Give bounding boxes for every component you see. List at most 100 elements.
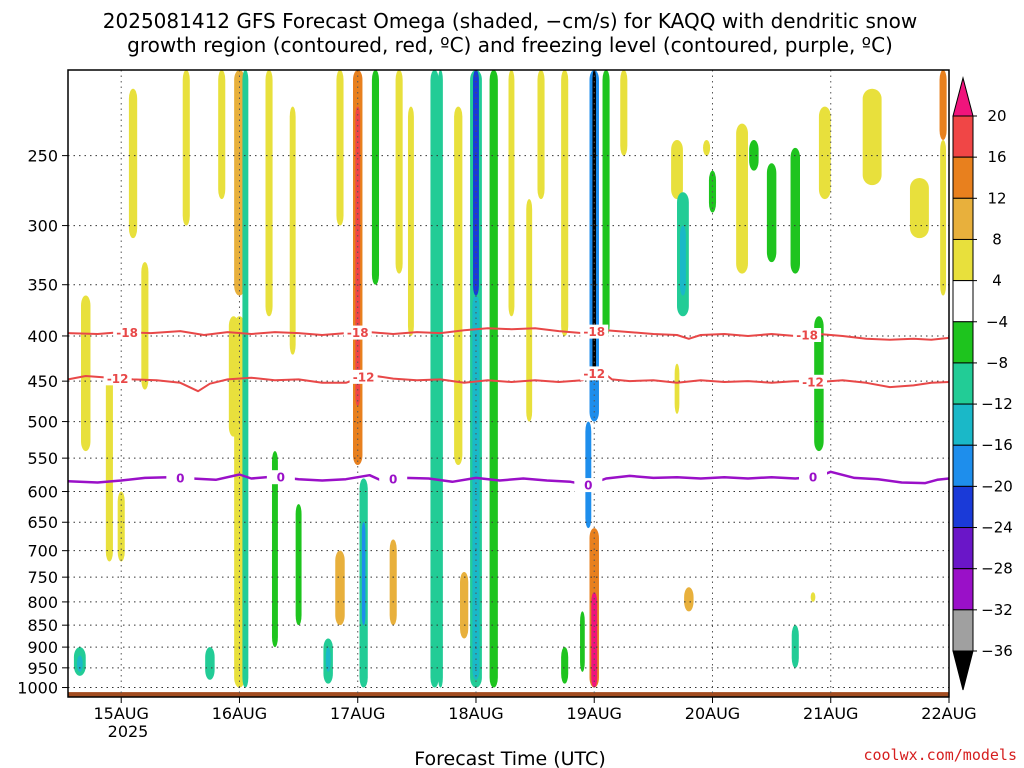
contour-label-dgz1-3: -12 [802, 375, 824, 389]
y-tick-label-400: 400 [27, 327, 58, 346]
x-tick-label-22AUG: 22AUG [921, 704, 976, 723]
omega-cell-21 [389, 539, 397, 626]
contour-label-freezing-3: 0 [584, 479, 592, 493]
colorbar-box-1 [952, 156, 974, 199]
omega-cell-50 [703, 139, 711, 156]
colorbar-label-2: 12 [987, 189, 1006, 207]
omega-cell-3 [141, 262, 149, 390]
y-tick-label-250: 250 [27, 147, 58, 166]
omega-cell-29 [473, 70, 479, 296]
x-axis: 15AUG 16AUG 17AUG 18AUG 19AUG 20AUG 21AUG 22AUG [94, 697, 977, 723]
omega-cell-51 [736, 123, 748, 274]
chart-title-line2: growth region (contoured, red, ºC) and f… [127, 33, 893, 57]
contour-label-bg-freezing-1 [266, 470, 295, 485]
omega-cell-23 [407, 106, 414, 336]
x-tick-label-18AUG: 18AUG [448, 704, 503, 723]
colorbar-label-5: −4 [986, 313, 1008, 331]
omega-cell-58 [818, 106, 831, 200]
x-axis-label: Forecast Time (UTC) [414, 748, 605, 768]
colorbar-box-9 [952, 485, 974, 529]
ground-band [68, 692, 949, 697]
omega-cell-5 [218, 70, 226, 200]
omega-cell-43 [602, 70, 610, 336]
colorbar-box-8 [952, 444, 974, 487]
colorbar-box-12 [952, 609, 974, 652]
colorbar-box-4 [952, 280, 974, 323]
omega-cell-10 [265, 70, 273, 317]
contour-label-freezing-1: 0 [277, 471, 285, 485]
y-tick-label-450: 450 [27, 372, 58, 391]
contour-label-bg-dgz1-2 [580, 366, 609, 381]
colorbar-label-4: 4 [992, 272, 1002, 290]
omega-cell-35 [561, 70, 569, 336]
omega-shaded-cells [73, 70, 947, 688]
colorbar-box-11 [952, 568, 974, 611]
omega-cell-40 [585, 421, 592, 529]
omega-cell-27 [460, 571, 469, 639]
y-axis: 250 300 350 400 450 500 550 600 650 700 750 800 850 9… [17, 147, 68, 698]
colorbar-label-12: −32 [981, 601, 1013, 619]
colorbar-box-0 [952, 115, 974, 158]
y-tick-label-550: 550 [27, 449, 58, 468]
omega-cell-2 [128, 88, 138, 239]
contour-label-bg-dgz1-0 [103, 371, 132, 386]
omega-cell-13 [295, 504, 302, 626]
omega-cell-14 [336, 70, 344, 226]
contour-label-bg-freezing-4 [799, 470, 828, 485]
contour-label-bg-dgz0-1 [343, 325, 372, 340]
colorbar-label-1: 16 [987, 148, 1006, 166]
colorbar-label-7: −12 [981, 395, 1013, 413]
y-tick-label-700: 700 [27, 542, 58, 561]
omega-cell-61 [939, 70, 947, 140]
contour-label-dgz1-0: -12 [107, 372, 129, 386]
credit-link[interactable]: coolwx.com/models [863, 746, 1017, 764]
colorbar-box-6 [952, 362, 974, 405]
contour-label-bg-freezing-2 [379, 472, 408, 487]
contour-label-bg-freezing-0 [166, 470, 195, 485]
contour-label-freezing-4: 0 [809, 471, 817, 485]
omega-cell-11 [271, 451, 278, 648]
contour-label-bg-dgz0-3 [793, 327, 822, 342]
omega-cell-12 [289, 106, 296, 355]
omega-cell-55 [791, 625, 799, 668]
ground-band-rect [68, 692, 949, 697]
colorbar-label-8: −16 [981, 436, 1013, 454]
colorbar-box-3 [952, 238, 974, 282]
y-tick-label-650: 650 [27, 513, 58, 532]
contour-label-bg-dgz1-1 [349, 369, 378, 384]
y-tick-label-300: 300 [27, 217, 58, 236]
colorbar-box-5 [952, 321, 974, 364]
omega-cell-54 [790, 147, 800, 274]
plot-area: -18 -18 -18 -18 -12 -12 -12 -12 0 0 0 0 0 [67, 69, 950, 698]
omega-cell-39 [592, 70, 597, 382]
omega-cell-1 [105, 372, 113, 562]
omega-cell-68 [325, 647, 331, 672]
contour-label-bg-dgz0-2 [580, 324, 609, 339]
contour-label-bg-dgz0-0 [113, 325, 142, 340]
omega-cell-31 [489, 70, 498, 688]
chart-title-line1: 2025081412 GFS Forecast Omega (shaded, −… [103, 9, 917, 33]
omega-cell-33 [526, 199, 533, 422]
omega-cell-32 [508, 70, 515, 317]
omega-cell-20 [335, 550, 345, 626]
x-tick-label-15AUG: 15AUG [94, 704, 149, 723]
contour-label-dgz1-1: -12 [353, 370, 375, 384]
x-axis-year: 2025 [108, 722, 149, 741]
colorbar-top-triangle [952, 76, 974, 117]
contour-label-bg-dgz1-3 [799, 374, 828, 389]
omega-cell-53 [766, 163, 777, 263]
contour-label-dgz1-2: -12 [583, 367, 605, 381]
omega-cell-42 [591, 592, 598, 688]
omega-cell-26 [454, 106, 463, 466]
y-tick-label-350: 350 [27, 276, 58, 295]
omega-cell-0 [81, 295, 91, 452]
omega-cell-59 [862, 88, 882, 186]
colorbar-box-2 [952, 197, 974, 240]
contour-label-dgz0-1: -18 [347, 326, 369, 340]
contour-lines: -18 -18 -18 -18 -12 -12 -12 -12 0 0 0 0 0 [67, 324, 950, 493]
omega-cell-52 [749, 139, 759, 171]
omega-cell-65 [76, 655, 83, 672]
colorbar-label-11: −28 [981, 560, 1013, 578]
omega-cell-62 [940, 139, 947, 296]
x-tick-label-19AUG: 19AUG [567, 704, 622, 723]
